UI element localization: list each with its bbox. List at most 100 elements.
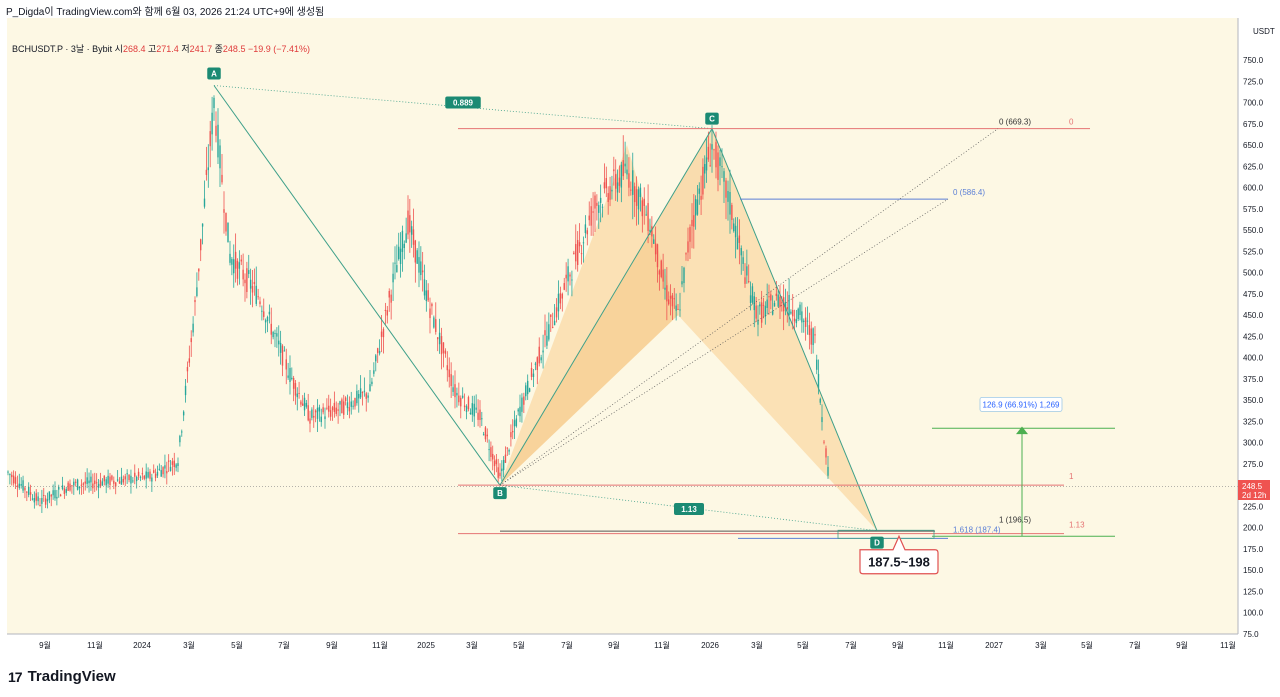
tradingview-logo[interactable]: 17 TradingView — [8, 668, 116, 685]
candle-body — [757, 319, 759, 325]
time-axis[interactable] — [0, 634, 1238, 658]
candle-body — [490, 447, 492, 458]
candle-body — [240, 259, 242, 262]
candle-body — [367, 395, 369, 398]
candle-body — [506, 447, 508, 449]
candle-body — [229, 253, 231, 263]
candle-body — [211, 112, 213, 135]
target-range-label: 187.5~198 — [868, 555, 930, 570]
price-tick-label: 725.0 — [1243, 77, 1264, 86]
price-axis[interactable] — [1238, 18, 1280, 658]
pivot-b-label: B — [497, 489, 503, 498]
candle-body — [48, 491, 51, 500]
candle-body — [196, 287, 198, 296]
price-tick-label: 325.0 — [1243, 417, 1264, 426]
candle-body — [363, 390, 366, 392]
candle-body — [356, 390, 358, 404]
candle-body — [99, 479, 102, 487]
candle-body — [272, 331, 274, 338]
fib-label-196: 1 (196.5) — [999, 516, 1031, 525]
candle-body — [677, 308, 679, 310]
candle-body — [594, 195, 596, 209]
candle-body — [234, 251, 237, 269]
pivot-a-label: A — [211, 70, 217, 79]
projection-label-bg — [979, 396, 1063, 412]
candle-body — [725, 180, 727, 198]
candle-body — [731, 205, 733, 220]
candle-body — [567, 266, 569, 282]
candle-body — [689, 227, 691, 242]
candle-body — [749, 295, 752, 304]
candle-body — [94, 480, 96, 484]
candle-body — [59, 494, 62, 497]
chart-area[interactable]: A B C D 0.889 1.13 0 (669.3) 0 0 (586.4) 1 1.13 1 (… — [0, 18, 1280, 658]
candle-body — [396, 265, 398, 273]
candle-body — [550, 314, 552, 317]
candle-body — [764, 305, 767, 317]
ray-b-669 — [499, 128, 999, 486]
time-tick-label: 9월 — [608, 640, 620, 650]
candle-body — [281, 345, 284, 366]
candle-body — [31, 498, 34, 500]
candle-body — [166, 471, 168, 474]
candle-body — [343, 401, 345, 415]
time-tick-label: 11월 — [87, 640, 103, 650]
candle-body — [685, 253, 687, 255]
candle-body — [510, 432, 512, 438]
candle-body — [481, 418, 483, 420]
time-tick-label: 3월 — [1035, 640, 1047, 650]
candle-body — [311, 409, 313, 418]
candle-body — [316, 407, 319, 419]
candle-body — [16, 485, 19, 488]
candle-body — [803, 320, 805, 322]
candle-body — [812, 328, 814, 346]
candle-body — [300, 401, 302, 405]
candle-body — [698, 188, 700, 194]
price-tick-label: 675.0 — [1243, 120, 1264, 129]
candle-body — [475, 407, 477, 410]
candle-body — [263, 311, 265, 317]
candle-body — [771, 311, 774, 315]
candle-body — [628, 173, 630, 188]
candle-body — [773, 303, 776, 307]
candle-body — [88, 480, 90, 484]
candle-body — [291, 377, 293, 380]
last-price: 248.5 — [1242, 482, 1263, 491]
candle-body — [429, 308, 431, 319]
candle-body — [792, 310, 794, 317]
candle-body — [44, 498, 47, 505]
candle-body — [50, 494, 52, 497]
pivot-d-label: D — [874, 539, 880, 548]
candle-body — [662, 269, 664, 282]
price-tick-label: 450.0 — [1243, 311, 1264, 320]
candle-body — [388, 290, 390, 298]
candle-body — [781, 302, 783, 304]
candle-body — [760, 302, 763, 323]
candle-body — [523, 396, 525, 405]
candle-body — [169, 466, 172, 471]
time-tick-label: 9월 — [1176, 640, 1188, 650]
candle-body — [592, 211, 594, 213]
candle-body — [551, 326, 554, 328]
tradingview-logo-icon: 17 — [8, 668, 23, 685]
candle-body — [532, 373, 535, 377]
candle-body — [616, 182, 619, 193]
candle-body — [248, 270, 250, 274]
candle-body — [382, 329, 385, 338]
candle-body — [305, 402, 308, 407]
time-tick-label: 7월 — [1129, 640, 1141, 650]
candle-body — [344, 397, 347, 401]
price-tick-label: 175.0 — [1243, 545, 1264, 554]
candle-body — [793, 318, 796, 322]
time-tick-label: 11월 — [654, 640, 670, 650]
candle-body — [75, 481, 77, 483]
price-chart[interactable]: A B C D 0.889 1.13 0 (669.3) 0 0 (586.4) 1 1.13 1 (… — [0, 18, 1280, 658]
candle-body — [20, 484, 22, 486]
candle-body — [333, 402, 336, 412]
candle-body — [33, 497, 36, 503]
candle-body — [649, 229, 651, 232]
candle-body — [225, 212, 227, 232]
ratio-ac-label-bg — [445, 96, 481, 109]
candle-body — [519, 406, 521, 417]
candle-body — [669, 295, 672, 299]
